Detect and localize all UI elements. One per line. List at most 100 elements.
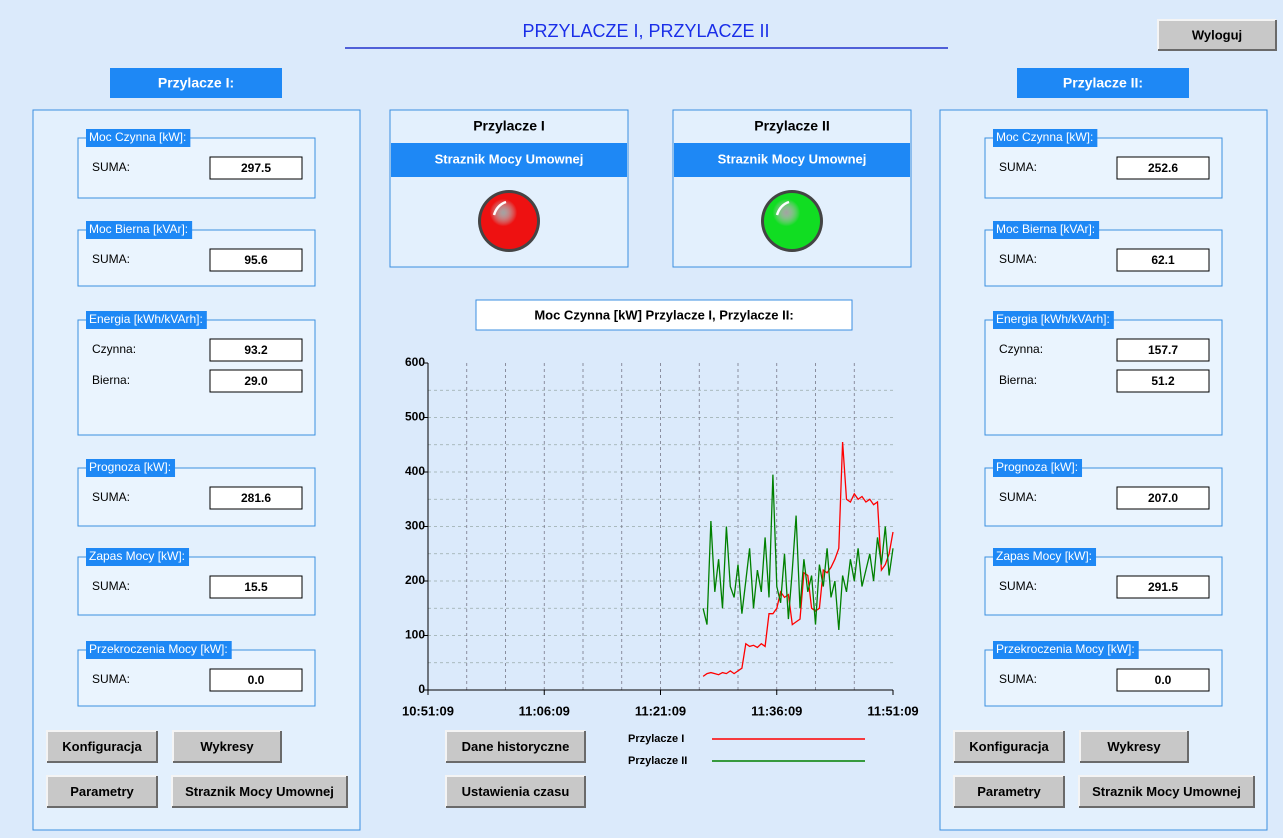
panel-header	[110, 68, 282, 98]
group-title: Moc Czynna [kW]:	[996, 130, 1093, 144]
value: 62.1	[1151, 253, 1175, 267]
button-face	[47, 776, 157, 807]
status-band	[674, 143, 910, 177]
row-label: SUMA:	[92, 579, 130, 593]
x-tick-label: 11:06:09	[519, 703, 570, 718]
x-tick-label: 11:21:09	[635, 703, 686, 718]
group-title: Zapas Mocy [kW]:	[89, 549, 185, 563]
legend-label: Przylacze I	[628, 733, 684, 745]
panel-header	[1017, 68, 1189, 98]
button-bevel-light	[1157, 19, 1276, 50]
y-tick-label: 100	[405, 628, 425, 642]
status-title: Przylacze I	[473, 118, 545, 134]
button[interactable]: Ustawienia czasu	[445, 775, 586, 808]
button[interactable]: Konfiguracja	[46, 730, 158, 763]
group-frame	[77, 467, 316, 527]
button[interactable]: Parametry	[46, 775, 158, 808]
group-title-bg	[86, 641, 232, 659]
button[interactable]: Wyloguj	[1157, 19, 1277, 51]
row-label: SUMA:	[92, 252, 130, 266]
button-label[interactable]: Ustawienia czasu	[462, 784, 570, 799]
button[interactable]: Wykresy	[172, 730, 282, 763]
button-label[interactable]: Wykresy	[200, 739, 254, 754]
button-face	[954, 776, 1064, 807]
value: 157.7	[1148, 343, 1178, 357]
button-label[interactable]: Straznik Mocy Umownej	[185, 784, 334, 799]
row-label: SUMA:	[92, 672, 130, 686]
lamp	[481, 193, 537, 249]
button[interactable]: Konfiguracja	[953, 730, 1065, 763]
value-box	[1116, 486, 1210, 510]
row-label: SUMA:	[999, 579, 1037, 593]
button-bevel-light	[445, 775, 585, 807]
y-tick-label: 500	[405, 410, 425, 424]
button-bevel-light	[1078, 775, 1254, 807]
value-box	[1116, 369, 1210, 393]
status-band	[391, 143, 627, 177]
value-box	[1116, 156, 1210, 180]
value: 291.5	[1148, 580, 1178, 594]
group-title-bg	[993, 548, 1097, 566]
button[interactable]: Straznik Mocy Umownej	[171, 775, 348, 808]
button-bevel-dark	[954, 731, 1065, 763]
button-face	[446, 731, 585, 762]
group-title: Moc Czynna [kW]:	[89, 130, 186, 144]
button-face	[446, 776, 585, 807]
row-label: SUMA:	[999, 490, 1037, 504]
status-subtitle: Straznik Mocy Umownej	[435, 151, 584, 166]
button-label[interactable]: Straznik Mocy Umownej	[1092, 784, 1241, 799]
value: 0.0	[1155, 673, 1172, 687]
group-frame	[77, 229, 316, 287]
value: 252.6	[1148, 161, 1178, 175]
group-title-bg	[86, 129, 191, 147]
button-face	[173, 731, 281, 762]
status-title: Przylacze II	[754, 118, 830, 134]
row-label: SUMA:	[92, 160, 130, 174]
button-label[interactable]: Wyloguj	[1192, 27, 1242, 42]
group-title-bg	[993, 221, 1100, 239]
button-face	[1158, 20, 1276, 50]
value: 95.6	[244, 253, 268, 267]
button[interactable]: Straznik Mocy Umownej	[1078, 775, 1255, 808]
status-subtitle: Straznik Mocy Umownej	[718, 151, 867, 166]
value-box	[1116, 338, 1210, 362]
button-face	[172, 776, 347, 807]
button-bevel-dark	[954, 776, 1065, 808]
row-label: Czynna:	[999, 342, 1043, 356]
button-label[interactable]: Wykresy	[1107, 739, 1161, 754]
button[interactable]: Wykresy	[1079, 730, 1189, 763]
group-title-bg	[86, 459, 176, 477]
button-bevel-light	[171, 775, 347, 807]
row-label: Czynna:	[92, 342, 136, 356]
button[interactable]: Parametry	[953, 775, 1065, 808]
value-box	[209, 369, 303, 393]
series-line	[702, 441, 894, 677]
button-face	[47, 731, 157, 762]
group-title: Energia [kWh/kVArh]:	[89, 312, 203, 326]
button-label[interactable]: Konfiguracja	[969, 739, 1049, 754]
button-label[interactable]: Parametry	[70, 784, 134, 799]
y-tick-label: 300	[405, 519, 425, 533]
row-label: Bierna:	[92, 373, 130, 387]
group-title: Zapas Mocy [kW]:	[996, 549, 1092, 563]
button-label[interactable]: Dane historyczne	[462, 739, 570, 754]
button[interactable]: Dane historyczne	[445, 730, 586, 763]
row-label: Bierna:	[999, 373, 1037, 387]
value: 15.5	[244, 580, 268, 594]
value-box	[1116, 668, 1210, 692]
lamp-highlight	[492, 200, 507, 216]
group-title-bg	[993, 129, 1098, 147]
value: 207.0	[1148, 491, 1178, 505]
y-tick-label: 600	[405, 355, 425, 369]
row-label: SUMA:	[999, 252, 1037, 266]
button-label[interactable]: Konfiguracja	[62, 739, 142, 754]
button-bevel-dark	[173, 731, 282, 763]
value-box	[209, 668, 303, 692]
value: 93.2	[244, 343, 268, 357]
button-bevel-dark	[1158, 20, 1277, 51]
lamp	[764, 193, 820, 249]
button-label[interactable]: Parametry	[977, 784, 1041, 799]
value-box	[209, 156, 303, 180]
